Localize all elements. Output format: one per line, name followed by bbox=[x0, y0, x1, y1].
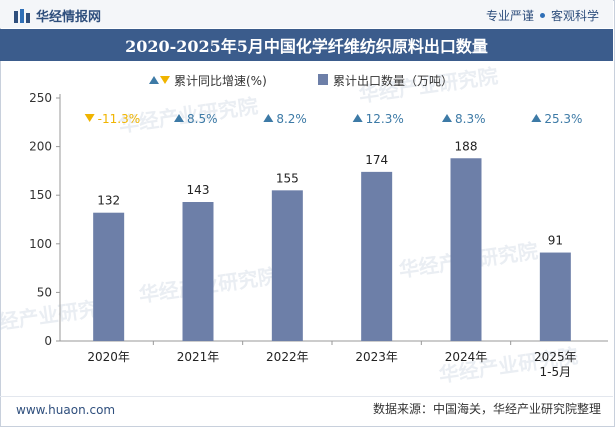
growth-down-arrow-icon bbox=[84, 114, 95, 122]
brand-name: 华经情报网 bbox=[36, 10, 102, 25]
brand[interactable]: 华经情报网 bbox=[14, 6, 101, 25]
bar bbox=[271, 190, 303, 341]
x-tick-label: 1-5月 bbox=[540, 365, 572, 379]
bar-value-label: 91 bbox=[548, 234, 563, 248]
footer-site[interactable]: www.huaon.com bbox=[16, 403, 116, 417]
bar-value-label: 143 bbox=[187, 183, 210, 197]
brand-logo-icon bbox=[14, 8, 30, 23]
growth-label: 8.5% bbox=[187, 112, 218, 126]
y-tick-label: 0 bbox=[44, 334, 52, 348]
bar-value-label: 132 bbox=[97, 194, 120, 208]
footer-source: 数据来源：中国海关，华经产业研究院整理 bbox=[372, 402, 601, 416]
tagline-left: 专业严谨 bbox=[485, 9, 534, 23]
bar bbox=[539, 252, 571, 341]
legend-bar-swatch bbox=[318, 74, 328, 85]
x-tick-label: 2025年 bbox=[534, 350, 577, 364]
growth-up-arrow-icon bbox=[352, 114, 363, 122]
growth-label: 8.2% bbox=[276, 112, 307, 126]
growth-up-arrow-icon bbox=[263, 114, 274, 122]
legend-growth-label: 累计同比增速(%) bbox=[174, 74, 267, 88]
tagline: 专业严谨 客观科学 bbox=[486, 7, 599, 24]
bar-chart: 华经产业研究院华经产业研究院华经产业研究院华经产业研究院华经产业研究院华经产业研… bbox=[0, 64, 608, 387]
bar bbox=[361, 171, 393, 341]
legend: 累计同比增速(%) 累计出口数量（万吨） bbox=[149, 73, 453, 88]
legend-count-label: 累计出口数量（万吨） bbox=[333, 73, 453, 88]
tagline-dot-icon bbox=[539, 13, 545, 18]
bar-value-label: 174 bbox=[365, 153, 388, 167]
chart-title: 2020-2025年5月中国化学纤维纺织原料出口数量 bbox=[125, 37, 488, 56]
bar bbox=[450, 158, 482, 341]
y-tick-label: 150 bbox=[29, 188, 52, 202]
y-tick-label: 200 bbox=[29, 140, 52, 154]
x-tick-label: 2024年 bbox=[445, 350, 488, 364]
growth-label: 25.3% bbox=[544, 112, 582, 126]
bar-value-label: 155 bbox=[276, 171, 299, 185]
footer-divider bbox=[0, 396, 613, 397]
y-tick-label: 250 bbox=[29, 91, 52, 105]
growth-up-arrow-icon bbox=[531, 114, 542, 122]
x-tick-label: 2020年 bbox=[87, 350, 130, 364]
x-tick-label: 2023年 bbox=[355, 350, 398, 364]
x-tick-label: 2022年 bbox=[266, 350, 309, 364]
y-tick-label: 100 bbox=[29, 237, 52, 251]
top-bar: 华经情报网 专业严谨 客观科学 bbox=[0, 0, 613, 28]
growth-label: 8.3% bbox=[455, 112, 486, 126]
growth-up-arrow-icon bbox=[174, 114, 184, 122]
growth-label: -11.3% bbox=[98, 112, 140, 126]
y-tick-label: 50 bbox=[37, 285, 52, 299]
bar-value-label: 188 bbox=[455, 139, 478, 153]
bar bbox=[182, 202, 214, 341]
chart-title-bar: 2020-2025年5月中国化学纤维纺织原料出口数量 bbox=[0, 29, 613, 61]
bar bbox=[93, 212, 125, 341]
tagline-right: 客观科学 bbox=[550, 9, 599, 23]
x-tick-label: 2021年 bbox=[177, 350, 220, 364]
growth-label: 12.3% bbox=[366, 112, 404, 126]
legend-up-triangle-icon bbox=[149, 76, 159, 84]
legend-down-triangle-icon bbox=[160, 76, 170, 84]
growth-up-arrow-icon bbox=[442, 114, 452, 122]
